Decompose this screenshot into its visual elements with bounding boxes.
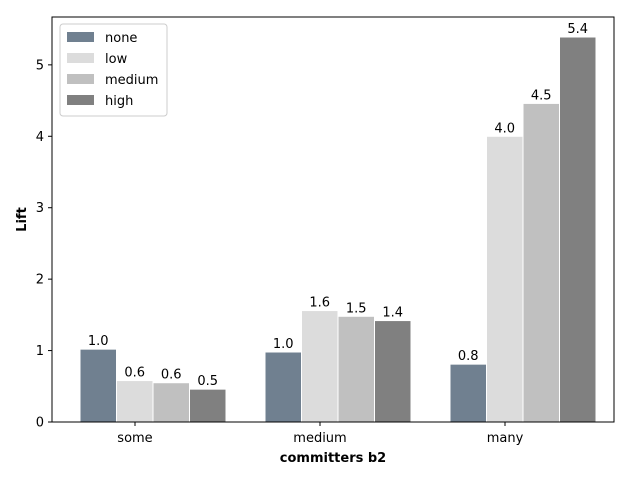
bars-layer bbox=[79, 36, 597, 423]
data-labels-layer: 1.0 0.6 0.6 0.5 1.0 1.6 1.5 1.4 0.8 4.0 4.5 5.4 bbox=[88, 22, 588, 389]
bar-medium-some bbox=[152, 382, 190, 423]
plot-frame bbox=[51, 16, 615, 423]
legend-box bbox=[59, 23, 168, 117]
legend-label-none: none bbox=[105, 31, 137, 46]
legend-swatch-medium bbox=[67, 74, 94, 84]
x-axis-label: committers b2 bbox=[280, 451, 386, 466]
legend: none low medium high bbox=[59, 23, 168, 117]
data-label-low-medium: 1.6 bbox=[309, 296, 330, 311]
legend-label-high: high bbox=[105, 94, 133, 109]
y-tick-label: 3 bbox=[36, 201, 44, 216]
data-label-none-many: 0.8 bbox=[458, 349, 479, 364]
bar-high-many bbox=[559, 36, 597, 423]
bar-low-medium bbox=[301, 310, 339, 423]
axes: 0 1 2 3 4 5 some medium many bbox=[36, 16, 615, 446]
data-label-medium-medium: 1.5 bbox=[346, 301, 367, 316]
data-label-medium-some: 0.6 bbox=[161, 368, 182, 383]
bar-medium-medium bbox=[337, 315, 375, 423]
y-tick-label: 2 bbox=[36, 273, 44, 288]
bar-none-many bbox=[449, 363, 487, 423]
data-label-medium-many: 4.5 bbox=[531, 88, 552, 103]
legend-label-medium: medium bbox=[105, 73, 158, 88]
bar-none-some bbox=[79, 348, 117, 423]
y-axis-label: Lift bbox=[15, 207, 30, 232]
y-tick-label: 0 bbox=[36, 416, 44, 431]
x-tick-label-medium: medium bbox=[293, 431, 346, 446]
legend-swatch-none bbox=[67, 32, 94, 42]
y-tick-label: 5 bbox=[36, 58, 44, 73]
bar-medium-many bbox=[522, 102, 560, 423]
data-label-none-medium: 1.0 bbox=[273, 337, 294, 352]
y-tick-label: 4 bbox=[36, 130, 44, 145]
legend-label-low: low bbox=[105, 52, 128, 67]
bar-high-medium bbox=[374, 320, 412, 423]
bar-high-some bbox=[189, 388, 227, 423]
data-label-low-many: 4.0 bbox=[494, 121, 515, 136]
data-label-high-many: 5.4 bbox=[567, 22, 588, 37]
data-label-low-some: 0.6 bbox=[124, 366, 145, 381]
x-tick-label-many: many bbox=[487, 431, 524, 446]
legend-swatch-low bbox=[67, 53, 94, 63]
data-label-high-some: 0.5 bbox=[197, 374, 218, 389]
data-label-none-some: 1.0 bbox=[88, 334, 109, 349]
bar-low-many bbox=[486, 135, 524, 423]
y-tick-label: 1 bbox=[36, 344, 44, 359]
x-tick-label-some: some bbox=[117, 431, 152, 446]
data-label-high-medium: 1.4 bbox=[382, 306, 403, 321]
bar-low-some bbox=[116, 380, 154, 423]
bar-none-medium bbox=[264, 351, 302, 423]
legend-swatch-high bbox=[67, 95, 94, 105]
